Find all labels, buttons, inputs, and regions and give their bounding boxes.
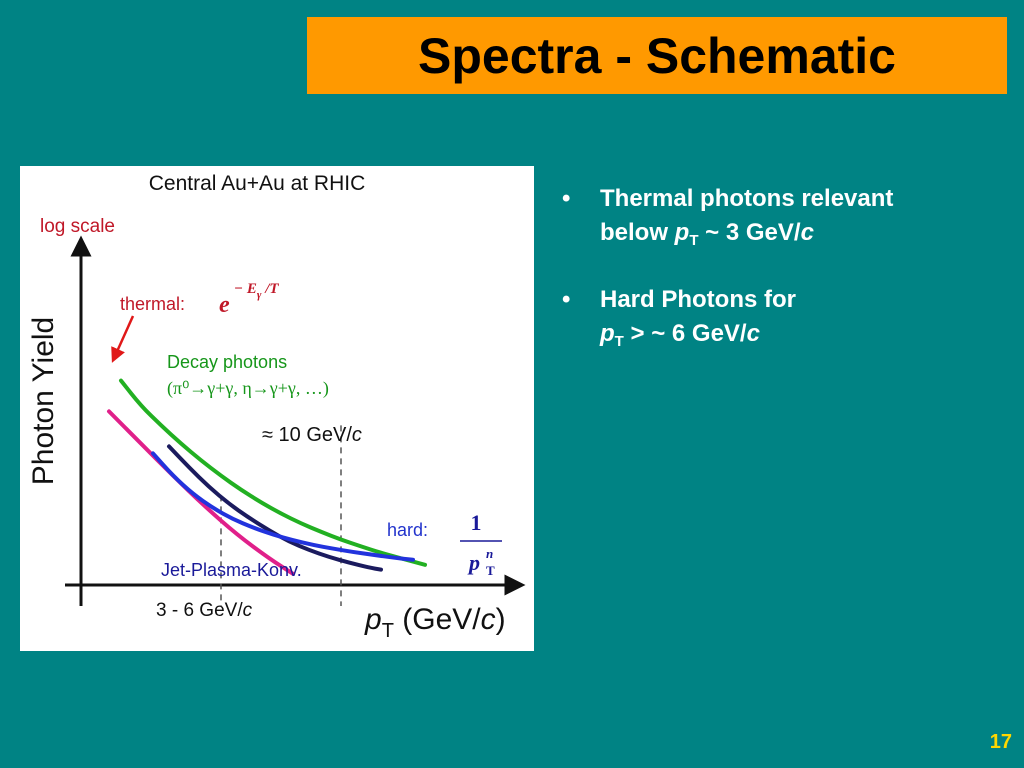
bullet-dot: • (562, 185, 571, 212)
reference-lines (220, 425, 342, 606)
hard-formula-subscript: T (486, 563, 495, 578)
title-banner: Spectra - Schematic (307, 17, 1007, 94)
chart-svg: Central Au+Au at RHIC log scale Photon Y… (27, 172, 526, 642)
series-line-thermal (119, 378, 427, 567)
bullet-dot: • (562, 286, 571, 313)
jet-plasma-label: Jet-Plasma-Konv. (161, 560, 302, 580)
range-3-6-gev-label: 3 - 6 GeV/c (156, 600, 253, 621)
thermal-formula-exp: − Eγ /T (234, 281, 279, 301)
hard-formula-denominator: p (467, 550, 480, 575)
decay-photons-label: Decay photons (167, 352, 287, 372)
x-axis-label: pT (GeV/c) (364, 603, 506, 642)
slide-title: Spectra - Schematic (418, 27, 896, 84)
y-axis-label: Photon Yield (27, 317, 60, 485)
bullet-list: • Thermal photons relevant below pT ~ 3 … (560, 182, 1000, 384)
chart-title: Central Au+Au at RHIC (149, 172, 366, 195)
hard-formula: 1 p n T (460, 510, 502, 578)
thermal-formula-base: e (219, 292, 230, 318)
bullet-line-2: below pT ~ 3 GeV/c (600, 219, 814, 249)
hard-formula-numerator: 1 (471, 510, 482, 535)
bullet-hard: • Hard Photons for pT > ~ 6 GeV/c (560, 283, 1000, 354)
page-number: 17 (989, 731, 1012, 753)
thermal-formula: e − Eγ /T (219, 281, 279, 318)
bullet-thermal: • Thermal photons relevant below pT ~ 3 … (560, 182, 1000, 253)
bullet-line-2: pT > ~ 6 GeV/c (600, 320, 760, 350)
series-curves (107, 378, 427, 576)
bullet-line-1: Hard Photons for (600, 286, 796, 313)
series-line-hard (151, 451, 415, 562)
hard-label: hard: (387, 520, 428, 540)
thermal-label: thermal: (120, 294, 185, 314)
series-line-decay-photons (167, 444, 383, 572)
log-scale-label: log scale (40, 216, 115, 237)
thermal-pointer-arrow (111, 315, 135, 363)
decay-photons-processes: (π⁰→γ+γ, η→γ+γ, …) (167, 378, 329, 399)
hard-formula-exponent: n (486, 546, 493, 561)
chart-panel: Central Au+Au at RHIC log scale Photon Y… (20, 166, 534, 651)
approx-10-gev-label: ≈ 10 GeV/c (262, 424, 362, 446)
bullet-line-1: Thermal photons relevant (600, 185, 894, 212)
